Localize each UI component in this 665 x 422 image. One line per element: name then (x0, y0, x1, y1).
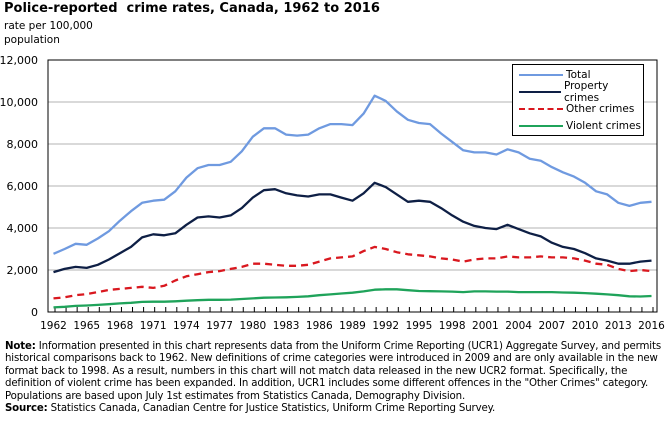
series-lines (53, 94, 652, 309)
legend: Total Property crimes Other crimes Violent … (512, 64, 644, 136)
x-tick-label: 1977 (206, 320, 233, 332)
legend-label: Total (566, 69, 591, 81)
x-tick-label: 1974 (173, 320, 200, 332)
x-tick-label: 1989 (339, 320, 366, 332)
y-tick-label: 8,000 (7, 138, 39, 151)
legend-swatch (519, 74, 563, 76)
x-tick-label: 1998 (439, 320, 466, 332)
y-tick-label: 10,000 (0, 96, 38, 109)
x-tick-label: 1962 (40, 320, 67, 332)
y-axis-label-line2: population (4, 34, 60, 46)
legend-item: Total (519, 68, 591, 82)
series-line-violent-crimes (53, 288, 652, 309)
y-axis-label: rate per 100,000 population (4, 19, 124, 47)
y-tick-label: 4,000 (7, 222, 39, 235)
legend-item: Other crimes (519, 102, 634, 116)
x-tick-label: 1986 (306, 320, 333, 332)
plot-border (47, 59, 658, 313)
x-tick-label: 2013 (605, 320, 632, 332)
x-tick-label: 2004 (505, 320, 532, 332)
source-text: Statistics Canada, Canadian Centre for J… (47, 403, 496, 415)
x-tick-label: 2007 (538, 320, 565, 332)
x-tick-label: 1983 (273, 320, 300, 332)
y-tick-label: 6,000 (7, 180, 39, 193)
x-tick-label: 1995 (406, 320, 433, 332)
legend-label: Property crimes (563, 80, 609, 104)
legend-item: Violent crimes (519, 119, 641, 133)
x-axis-ticks: 1962 1965 1968 1971 1974 1977 1980 1983 1986 1989… (40, 307, 665, 332)
x-tick-label: 1980 (239, 320, 266, 332)
legend-item: Property crimes (519, 80, 643, 104)
source-label: Source: (5, 403, 48, 415)
legend-swatch (519, 125, 563, 127)
legend-label: Other crimes (566, 103, 635, 115)
y-tick-label: 12,000 (0, 54, 38, 67)
y-tick-label: 2,000 (7, 264, 39, 277)
note-text: Information presented in this chart repr… (5, 341, 661, 402)
y-axis-label-line1: rate per 100,000 (4, 20, 93, 32)
x-tick-label: 2010 (572, 320, 599, 332)
x-tick-label: 1971 (140, 320, 167, 332)
legend-label: Violent crimes (566, 120, 641, 132)
x-tick-label: 2001 (472, 320, 499, 332)
series-line-total (53, 94, 652, 255)
x-tick-label: 2016 (638, 320, 665, 332)
y-axis-ticks: 0 2,000 4,000 6,000 8,000 10,000 12,000 (0, 54, 38, 319)
y-tick-label: 0 (31, 306, 38, 319)
x-tick-label: 1992 (372, 320, 399, 332)
chart-notes: Note: Information presented in this char… (5, 341, 665, 415)
x-tick-label: 1968 (107, 320, 134, 332)
note-label: Note: (5, 341, 36, 352)
series-line-property-crimes (53, 181, 652, 274)
legend-swatch (519, 108, 563, 110)
gridlines (48, 101, 657, 271)
series-line-other-crimes (53, 245, 652, 300)
x-tick-label: 1965 (73, 320, 100, 332)
chart-title: Police-reported crime rates, Canada, 196… (4, 1, 380, 16)
legend-swatch (519, 91, 561, 93)
